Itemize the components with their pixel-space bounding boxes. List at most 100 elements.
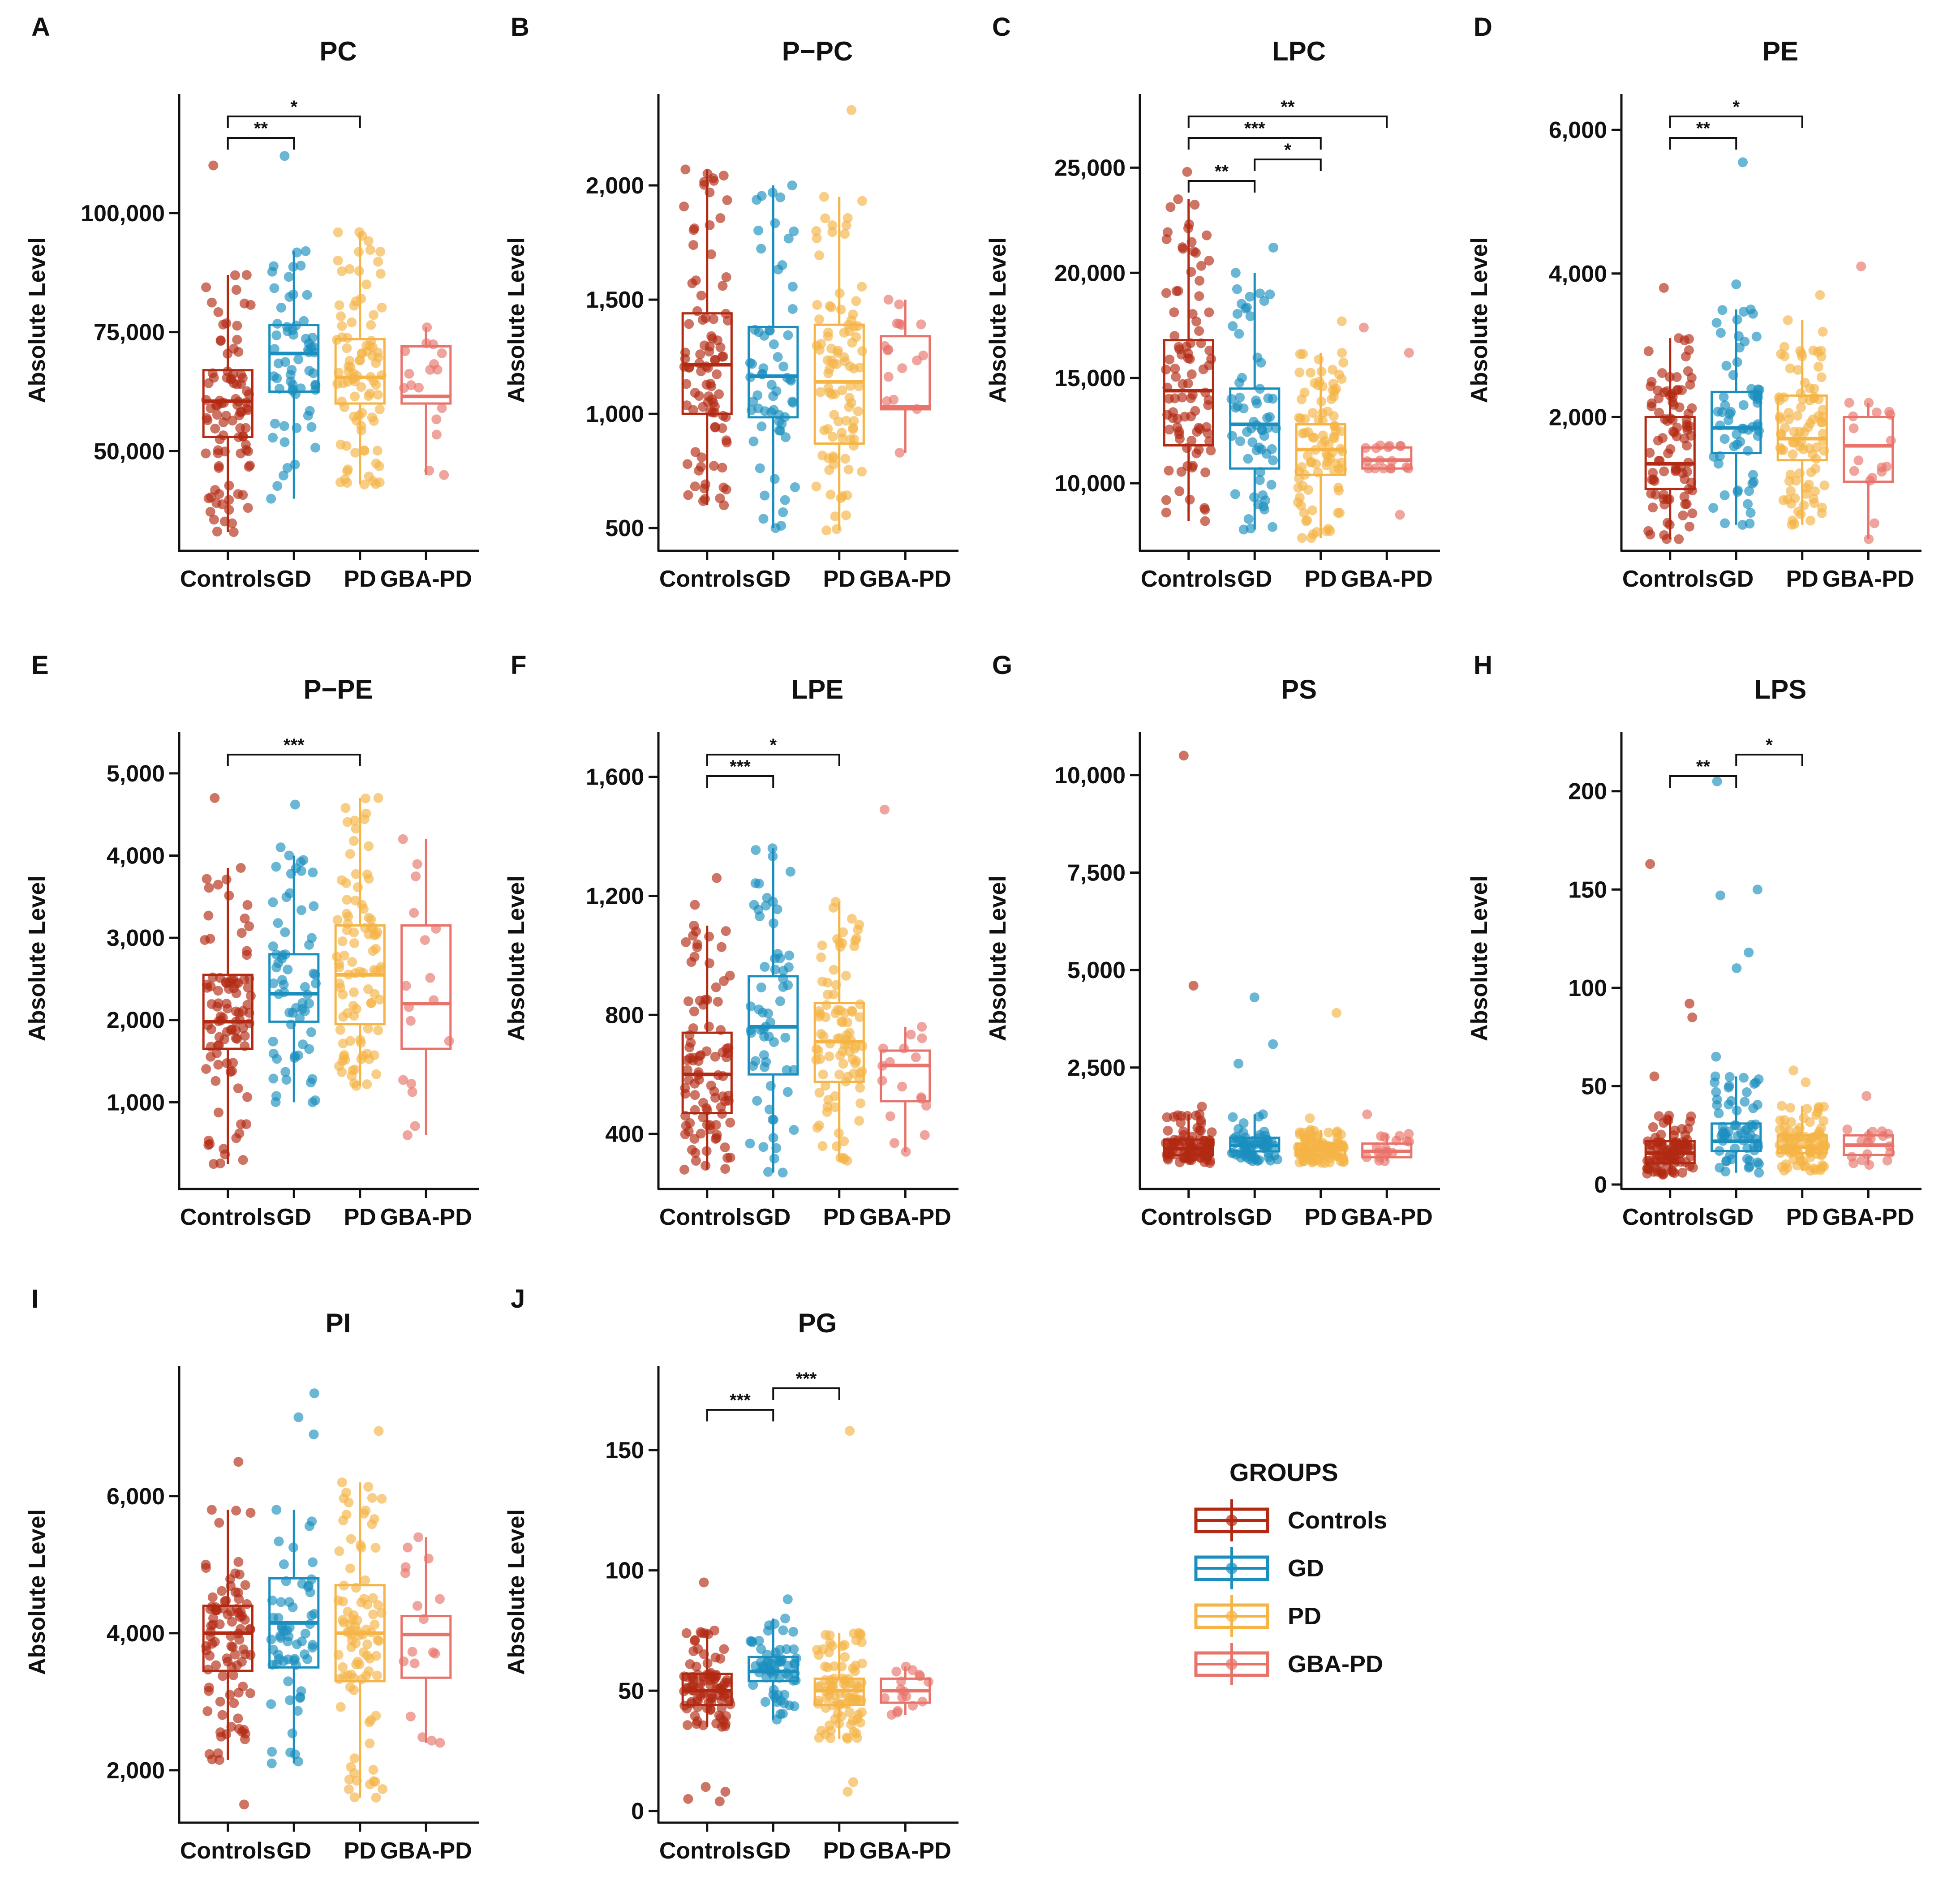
data-point: [431, 429, 442, 440]
data-point: [374, 1426, 384, 1436]
data-point: [338, 1012, 348, 1022]
data-point: [774, 425, 784, 436]
data-point: [354, 227, 365, 237]
x-tick-label: Controls: [659, 566, 755, 592]
data-point: [783, 330, 793, 340]
data-point: [1259, 296, 1269, 306]
data-point: [1739, 1073, 1749, 1083]
data-point: [1404, 348, 1414, 358]
data-point: [1732, 963, 1742, 973]
data-point: [218, 417, 228, 428]
data-point: [754, 1635, 764, 1646]
data-point: [683, 490, 693, 500]
bracket-line: [706, 754, 840, 766]
data-point: [343, 1607, 353, 1617]
data-point: [1809, 383, 1819, 394]
data-point: [1653, 435, 1663, 446]
data-point: [720, 1142, 730, 1153]
panel-letter: F: [511, 651, 526, 680]
data-point: [212, 1001, 223, 1012]
data-point: [719, 500, 729, 511]
data-point: [1303, 485, 1313, 495]
data-point: [689, 1006, 699, 1017]
data-point: [1687, 403, 1697, 413]
box-pd: [1775, 1065, 1831, 1176]
data-point: [880, 1693, 890, 1704]
data-point: [201, 1641, 211, 1651]
data-point: [831, 1141, 842, 1151]
data-point: [245, 1018, 255, 1029]
x-tick-label: Controls: [1622, 1204, 1718, 1230]
data-point: [1259, 504, 1270, 515]
data-point: [398, 1075, 408, 1085]
data-point: [224, 481, 234, 491]
box-gd: [745, 1594, 801, 1725]
data-point: [364, 913, 374, 923]
data-point: [1801, 489, 1811, 499]
y-tick-label: 100,000: [81, 201, 165, 227]
data-point: [1195, 424, 1205, 434]
panel-letter: B: [511, 13, 529, 42]
box-gba-pd: [1843, 261, 1896, 544]
x-tick-label: GBA-PD: [1341, 566, 1433, 592]
data-point: [1657, 368, 1667, 378]
data-point: [1737, 519, 1748, 530]
significance-label: **: [254, 119, 268, 138]
y-tick-label: 2,000: [107, 1758, 165, 1784]
data-point: [1266, 480, 1277, 490]
data-point: [1375, 455, 1385, 466]
data-point: [822, 1107, 832, 1117]
data-point: [690, 900, 700, 910]
box-gd: [1227, 992, 1282, 1166]
data-point: [1375, 440, 1385, 451]
data-point: [841, 1034, 851, 1045]
data-point: [839, 1136, 849, 1146]
data-point: [770, 218, 780, 228]
data-point: [300, 1006, 310, 1016]
data-point: [1161, 365, 1171, 375]
data-point: [830, 511, 840, 522]
data-point: [206, 1052, 216, 1062]
data-point: [843, 464, 854, 475]
data-point: [697, 315, 708, 325]
data-point: [721, 309, 731, 319]
data-point: [334, 962, 344, 973]
data-point: [1681, 499, 1692, 509]
x-tick-label: GBA-PD: [380, 566, 472, 592]
data-point: [819, 192, 829, 202]
significance-bracket: ***: [1187, 119, 1322, 150]
x-tick-label: GBA-PD: [860, 566, 951, 592]
bracket-line: [1669, 137, 1737, 150]
data-point: [400, 346, 410, 356]
legend-item-controls: Controls: [1194, 1499, 1387, 1541]
data-point: [1255, 288, 1265, 299]
significance-bracket: **: [1669, 119, 1737, 150]
data-point: [778, 361, 789, 372]
data-point: [830, 1102, 840, 1112]
data-point: [840, 1699, 850, 1709]
data-point: [211, 1660, 221, 1670]
data-point: [787, 180, 797, 191]
data-point: [1645, 529, 1655, 540]
data-point: [1173, 286, 1183, 296]
data-point: [279, 979, 289, 990]
data-point: [407, 1647, 417, 1657]
data-point: [710, 1093, 721, 1103]
significance-label: *: [290, 97, 297, 117]
data-point: [279, 421, 289, 431]
data-point: [344, 1774, 354, 1785]
data-point: [1179, 1146, 1189, 1156]
data-point: [363, 391, 374, 401]
bracket-line: [1669, 775, 1737, 788]
data-point: [1163, 1125, 1173, 1136]
data-point: [780, 1614, 790, 1624]
data-point: [705, 1124, 715, 1134]
data-point: [679, 1671, 689, 1682]
data-point: [854, 1628, 864, 1638]
data-point: [831, 980, 841, 990]
data-point: [788, 1627, 799, 1637]
box-gd: [745, 843, 799, 1178]
data-point: [846, 1720, 856, 1730]
